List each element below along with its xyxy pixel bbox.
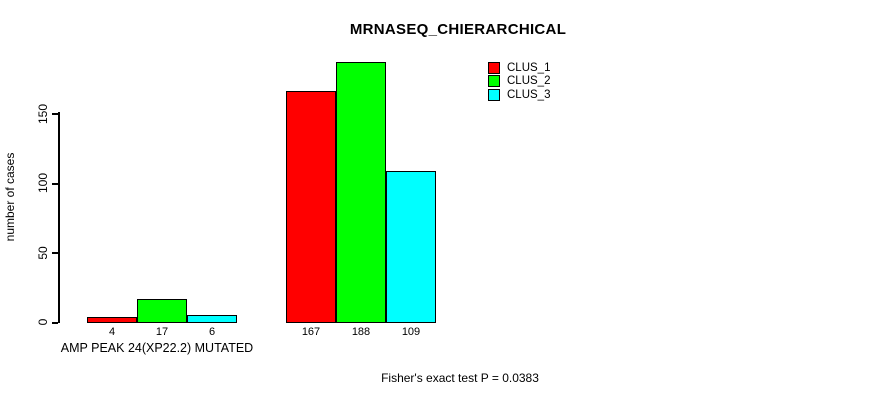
y-tick-label: 150 [36,103,50,124]
legend: CLUS_1 CLUS_2 CLUS_3 [488,61,550,102]
bar-value-label: 109 [401,326,421,338]
y-axis-line [58,112,60,323]
legend-swatch-clus_3 [488,88,500,101]
legend-row: CLUS_2 [488,75,550,89]
legend-swatch-clus_2 [488,75,500,88]
bar-value-label: 6 [208,326,216,338]
y-tick-mark [52,252,58,254]
bar-value-label: 4 [108,326,116,338]
bar-clus_2-group2 [336,62,386,323]
bar-clus_1-group1 [87,317,137,323]
legend-label: CLUS_1 [507,61,551,74]
y-tick-label: 50 [36,245,50,260]
legend-row: CLUS_1 [488,61,550,75]
y-tick-mark [52,321,58,324]
group-category-label: AMP PEAK 24(XP22.2) MUTATED [60,341,254,355]
bar-clus_3-group1 [187,315,237,323]
bar-clus_2-group1 [137,299,187,323]
bar-clus_3-group2 [386,171,436,323]
y-tick-label: 100 [36,172,50,194]
y-tick-mark [52,113,58,115]
y-tick-mark [52,182,58,185]
bar-value-label: 167 [301,326,321,338]
bar-clus_1-group2 [286,91,336,323]
legend-label: CLUS_2 [507,75,551,88]
legend-label: CLUS_3 [507,88,551,101]
fisher-test-annotation: Fisher's exact test P = 0.0383 [381,371,539,385]
y-tick-label: 0 [36,318,50,326]
legend-swatch-clus_1 [488,61,500,74]
bar-value-label: 17 [155,326,169,338]
legend-row: CLUS_3 [488,88,550,102]
y-axis-label: number of cases [3,152,17,242]
bar-value-label: 188 [351,326,371,338]
chart-title: MRNASEQ_CHIERARCHICAL [349,21,567,38]
